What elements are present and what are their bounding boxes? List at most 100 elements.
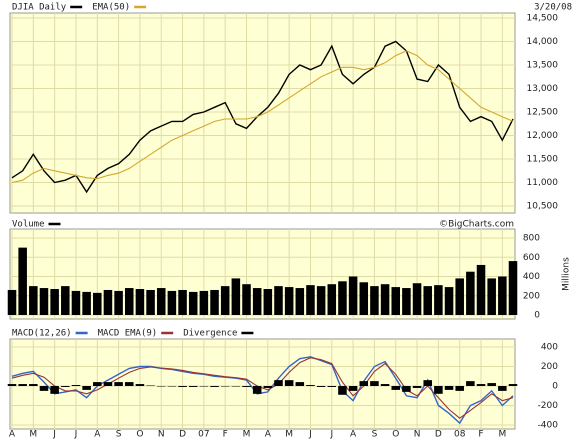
bar [210,386,219,387]
bar [124,288,134,315]
bar [295,382,305,386]
y-tick-label: 10,500 [527,202,559,212]
bar [210,289,219,315]
x-tick-label: M [29,430,37,440]
bar [370,286,379,315]
bar [423,286,432,315]
x-tick-label: A [350,430,357,440]
bar [231,278,241,315]
bar [487,383,496,386]
x-tick-label: N [158,430,165,440]
x-tick-label: J [74,430,78,440]
x-tick-label: S [372,430,378,440]
y-tick-label: 800 [523,234,540,244]
bar [7,289,17,315]
bar [508,384,518,386]
y-tick-label: 400 [523,272,540,282]
x-tick-label: M [285,430,293,440]
bar [455,278,464,315]
x-tick-label: M [498,430,506,440]
y-tick-label: 12,500 [527,108,559,118]
bar [50,386,59,394]
bar [252,288,262,315]
bar [359,381,369,386]
bar [103,289,113,315]
bar [82,386,91,390]
x-tick-label: F [223,430,228,440]
y-tick-label: 13,500 [527,61,559,71]
y-tick-label: 14,000 [527,37,559,47]
bar [466,381,475,386]
x-tick-label: A [9,430,16,440]
bar [306,285,315,315]
y-tick-label: 0 [534,311,540,321]
bar [359,282,369,315]
bar [18,247,27,315]
bar [380,384,390,386]
x-tick-label: 08 [454,430,466,440]
bar [476,264,486,315]
x-tick-label: A [94,430,101,440]
bar [348,386,358,391]
bar [508,261,518,315]
y-axis-label: Millions [562,257,572,291]
bar [274,380,283,386]
line [11,357,514,419]
bar [391,386,401,390]
y-tick-label: 12,000 [527,131,559,141]
bar [114,290,123,315]
bar [402,386,411,392]
bar [252,386,262,394]
bar [199,290,209,315]
y-tick-label: 0 [552,382,558,392]
bar [50,289,59,315]
bar [274,286,283,315]
legend-label: EMA(50) [92,3,130,13]
annotation: ©BigCharts.com [439,220,514,230]
date: 3/20/08 [534,3,572,13]
bar [423,380,432,386]
bar [338,386,347,395]
bar [327,386,337,387]
bar [434,386,443,394]
bar [412,283,422,315]
line [11,50,514,184]
bar [316,386,326,387]
bar [498,386,507,391]
bar [93,292,102,315]
legend-label: MACD(12,26) [12,329,72,339]
bar [220,286,230,315]
bar [263,386,273,388]
legend-label: Volume [12,220,45,230]
x-tick-label: M [243,430,251,440]
bar [466,271,475,315]
bar [29,286,38,315]
bar [242,284,251,315]
bar [391,287,401,315]
x-tick-label: O [136,430,143,440]
x-tick-label: N [414,430,421,440]
legend-label: Divergence [183,329,237,339]
y-tick-label: 14,500 [527,14,559,24]
bar [263,289,273,315]
bar [306,385,315,386]
bar [156,288,166,315]
x-tick-label: O [392,430,399,440]
bar [402,288,411,315]
bar [188,386,198,387]
bar [39,386,49,391]
bar [7,384,17,386]
y-tick-label: 11,000 [527,178,559,188]
bar [124,382,134,386]
x-tick-label: 07 [198,430,209,440]
bar [135,384,145,386]
x-tick-label: J [308,430,312,440]
x-tick-label: J [329,430,333,440]
bar [61,386,70,387]
bar [29,384,38,386]
y-tick-label: 11,500 [527,155,559,165]
bar [338,281,347,315]
bar [82,291,91,315]
